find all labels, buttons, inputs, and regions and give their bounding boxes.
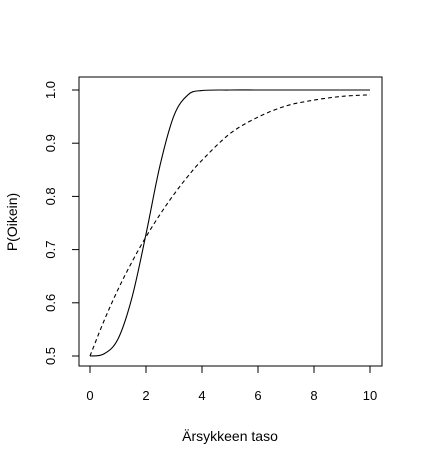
x-tick-label: 10 — [363, 388, 377, 403]
y-tick-label: 0.5 — [43, 347, 58, 365]
y-tick-label: 0.6 — [43, 294, 58, 312]
y-tick-label: 0.9 — [43, 134, 58, 152]
series-layer — [89, 89, 371, 357]
series-line-dashed — [89, 94, 371, 357]
y-tick-label: 1.0 — [43, 81, 58, 99]
x-tick-label: 4 — [198, 388, 205, 403]
y-tick-label: 0.8 — [43, 187, 58, 205]
y-axis: 0.5 0.6 0.7 0.8 0.9 1.0 — [43, 81, 80, 365]
y-tick-label: 0.7 — [43, 241, 58, 259]
x-axis: 0 2 4 6 8 10 — [86, 365, 377, 403]
x-axis-label: Ärsykkeen taso — [182, 428, 278, 444]
x-tick-label: 0 — [86, 388, 93, 403]
x-tick-label: 2 — [142, 388, 149, 403]
series-line-solid — [89, 89, 370, 357]
y-axis-label: P(Oikein) — [4, 193, 20, 251]
x-tick-label: 8 — [310, 388, 317, 403]
x-tick-label: 6 — [254, 388, 261, 403]
